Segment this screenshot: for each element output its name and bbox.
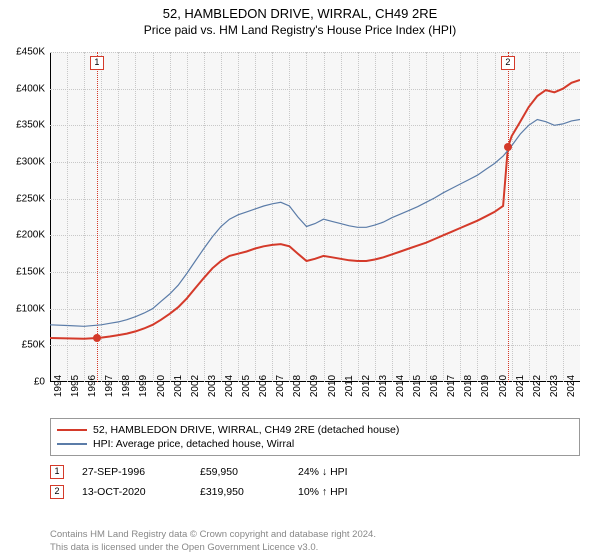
- transaction-point: [504, 143, 512, 151]
- x-axis-label: 2009: [309, 375, 320, 397]
- footer-line2: This data is licensed under the Open Gov…: [50, 542, 376, 554]
- y-axis-label: £150K: [16, 267, 45, 278]
- x-axis-label: 2001: [173, 375, 184, 397]
- footer-attribution: Contains HM Land Registry data © Crown c…: [50, 529, 376, 554]
- legend-row-hpi: HPI: Average price, detached house, Wirr…: [57, 437, 573, 451]
- x-axis-label: 2000: [156, 375, 167, 397]
- y-axis-label: £400K: [16, 83, 45, 94]
- x-axis-label: 2019: [480, 375, 491, 397]
- table-row: 1 27-SEP-1996 £59,950 24% ↓ HPI: [50, 462, 580, 482]
- y-axis-label: £450K: [16, 47, 45, 58]
- transaction-delta: 24% ↓ HPI: [298, 466, 398, 478]
- legend-row-property: 52, HAMBLEDON DRIVE, WIRRAL, CH49 2RE (d…: [57, 423, 573, 437]
- transaction-point: [93, 334, 101, 342]
- transaction-price: £59,950: [200, 466, 280, 478]
- x-axis-label: 2012: [361, 375, 372, 397]
- x-axis-label: 2024: [566, 375, 577, 397]
- x-axis-label: 2005: [241, 375, 252, 397]
- y-axis-label: £100K: [16, 303, 45, 314]
- x-axis-label: 1999: [138, 375, 149, 397]
- legend-label-property: 52, HAMBLEDON DRIVE, WIRRAL, CH49 2RE (d…: [93, 424, 399, 436]
- transaction-marker-icon: 1: [50, 465, 64, 479]
- x-axis-label: 2013: [378, 375, 389, 397]
- chart-title: 52, HAMBLEDON DRIVE, WIRRAL, CH49 2RE: [0, 0, 600, 21]
- x-axis-label: 2018: [463, 375, 474, 397]
- y-axis-label: £50K: [22, 340, 45, 351]
- transaction-marker-icon: 2: [501, 56, 515, 70]
- x-axis-label: 2023: [549, 375, 560, 397]
- x-axis-label: 2016: [429, 375, 440, 397]
- x-axis-label: 1998: [121, 375, 132, 397]
- x-axis-label: 2008: [292, 375, 303, 397]
- x-axis-label: 2010: [327, 375, 338, 397]
- x-axis-label: 2022: [532, 375, 543, 397]
- y-axis-label: £300K: [16, 157, 45, 168]
- x-axis-label: 1997: [104, 375, 115, 397]
- legend-swatch-property: [57, 429, 87, 431]
- plot-area: 12 £0£50K£100K£150K£200K£250K£300K£350K£…: [50, 52, 580, 382]
- transaction-marker-icon: 2: [50, 485, 64, 499]
- x-axis-label: 2021: [515, 375, 526, 397]
- series-property: [50, 80, 580, 339]
- line-series-svg: [50, 52, 580, 382]
- transaction-marker-icon: 1: [90, 56, 104, 70]
- y-axis-label: £250K: [16, 193, 45, 204]
- x-axis-label: 1994: [53, 375, 64, 397]
- chart-container: 52, HAMBLEDON DRIVE, WIRRAL, CH49 2RE Pr…: [0, 0, 600, 560]
- transaction-price: £319,950: [200, 486, 280, 498]
- legend-label-hpi: HPI: Average price, detached house, Wirr…: [93, 438, 294, 450]
- x-axis-label: 1996: [87, 375, 98, 397]
- legend-box: 52, HAMBLEDON DRIVE, WIRRAL, CH49 2RE (d…: [50, 418, 580, 456]
- x-axis-label: 2004: [224, 375, 235, 397]
- legend-swatch-hpi: [57, 443, 87, 445]
- x-axis-label: 2007: [275, 375, 286, 397]
- x-axis-label: 2011: [344, 375, 355, 397]
- x-axis-label: 2017: [446, 375, 457, 397]
- y-axis-label: £350K: [16, 120, 45, 131]
- legend-and-table: 52, HAMBLEDON DRIVE, WIRRAL, CH49 2RE (d…: [50, 418, 580, 502]
- transactions-table: 1 27-SEP-1996 £59,950 24% ↓ HPI 2 13-OCT…: [50, 462, 580, 502]
- chart-subtitle: Price paid vs. HM Land Registry's House …: [0, 21, 600, 41]
- x-axis-label: 2006: [258, 375, 269, 397]
- y-axis-label: £0: [34, 377, 45, 388]
- footer-line1: Contains HM Land Registry data © Crown c…: [50, 529, 376, 541]
- x-axis-label: 1995: [70, 375, 81, 397]
- series-hpi: [50, 120, 580, 327]
- x-axis-label: 2003: [207, 375, 218, 397]
- x-axis-label: 2015: [412, 375, 423, 397]
- transaction-date: 27-SEP-1996: [82, 466, 182, 478]
- transaction-delta: 10% ↑ HPI: [298, 486, 398, 498]
- y-axis-label: £200K: [16, 230, 45, 241]
- transaction-date: 13-OCT-2020: [82, 486, 182, 498]
- x-axis-label: 2014: [395, 375, 406, 397]
- x-axis-label: 2020: [498, 375, 509, 397]
- x-axis-label: 2002: [190, 375, 201, 397]
- table-row: 2 13-OCT-2020 £319,950 10% ↑ HPI: [50, 482, 580, 502]
